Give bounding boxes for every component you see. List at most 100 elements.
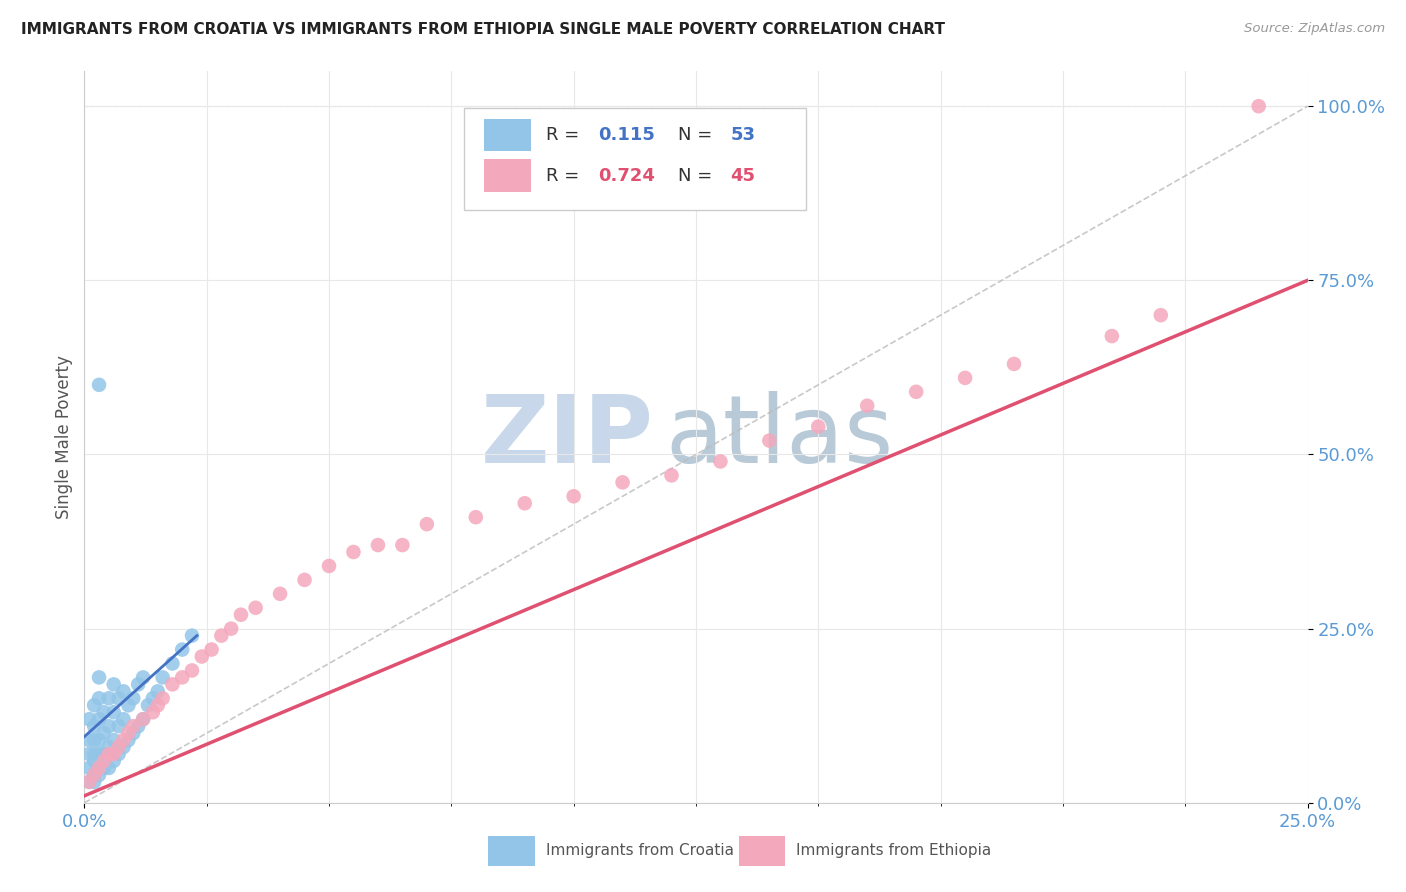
Point (1150, 308, 1173, 322)
Bar (484, 119, 531, 152)
Point (122, 719, 145, 733)
Point (152, 691, 174, 706)
Point (127, 719, 149, 733)
Point (1247, 99, 1270, 113)
Point (103, 733, 125, 747)
Point (391, 538, 413, 552)
Point (1002, 357, 1025, 371)
Point (112, 733, 135, 747)
Point (77, 712, 100, 726)
Point (87, 670, 110, 684)
Point (162, 677, 184, 691)
Point (87, 761, 110, 775)
Text: Immigrants from Croatia: Immigrants from Croatia (546, 843, 734, 858)
Text: Immigrants from Ethiopia: Immigrants from Ethiopia (796, 843, 991, 858)
Text: R =: R = (546, 126, 585, 144)
Point (83, 754, 105, 768)
Point (83, 768, 105, 782)
Point (83, 747, 105, 761)
Point (107, 691, 129, 706)
Point (77, 733, 100, 747)
Text: 45: 45 (730, 167, 755, 185)
Point (132, 670, 155, 684)
Point (146, 684, 169, 698)
Point (87, 768, 110, 782)
Text: 0.724: 0.724 (598, 167, 655, 185)
Point (97, 747, 120, 761)
Point (87, 761, 110, 775)
Point (93, 747, 115, 761)
Point (612, 475, 634, 490)
Point (191, 649, 214, 664)
Text: R =: R = (546, 167, 585, 185)
Point (117, 698, 139, 713)
Point (758, 434, 780, 448)
Bar (484, 160, 531, 193)
Point (83, 768, 105, 782)
Point (1101, 329, 1123, 343)
Point (87, 747, 110, 761)
Point (122, 726, 145, 740)
Text: IMMIGRANTS FROM CROATIA VS IMMIGRANTS FROM ETHIOPIA SINGLE MALE POVERTY CORRELAT: IMMIGRANTS FROM CROATIA VS IMMIGRANTS FR… (21, 22, 945, 37)
Text: Source: ZipAtlas.com: Source: ZipAtlas.com (1244, 22, 1385, 36)
Point (77, 775, 100, 789)
Point (146, 698, 169, 713)
Point (294, 573, 316, 587)
Point (269, 587, 291, 601)
Point (127, 677, 149, 691)
Point (77, 775, 100, 789)
Point (97, 691, 120, 706)
Point (83, 775, 105, 789)
Point (107, 719, 129, 733)
Point (83, 698, 105, 713)
Text: ZIP: ZIP (481, 391, 654, 483)
Bar (738, 836, 786, 866)
Point (342, 545, 364, 559)
Point (93, 726, 115, 740)
Point (209, 629, 232, 643)
Point (562, 489, 585, 503)
Point (93, 761, 115, 775)
Point (83, 719, 105, 733)
Point (142, 691, 165, 706)
Point (107, 747, 129, 761)
Point (219, 622, 242, 636)
Text: 53: 53 (730, 126, 755, 144)
Text: 0.115: 0.115 (598, 126, 655, 144)
Point (142, 705, 165, 719)
Point (152, 670, 174, 684)
Point (245, 600, 267, 615)
Point (103, 677, 125, 691)
Point (97, 761, 120, 775)
Point (367, 538, 389, 552)
Bar (488, 836, 534, 866)
Point (132, 712, 155, 726)
Point (87, 733, 110, 747)
Point (87, 377, 110, 392)
Point (856, 399, 879, 413)
Point (93, 705, 115, 719)
Point (117, 733, 139, 747)
Point (87, 712, 110, 726)
Y-axis label: Single Male Poverty: Single Male Poverty (55, 355, 73, 519)
Point (97, 740, 120, 755)
Point (905, 384, 928, 399)
Point (112, 684, 135, 698)
Point (132, 712, 155, 726)
Text: atlas: atlas (665, 391, 894, 483)
Point (83, 733, 105, 747)
Point (200, 642, 222, 657)
Point (77, 747, 100, 761)
Point (87, 691, 110, 706)
Point (77, 761, 100, 775)
Point (112, 740, 135, 755)
Point (122, 691, 145, 706)
Point (112, 712, 135, 726)
Point (172, 670, 194, 684)
Point (513, 496, 536, 510)
Point (93, 754, 115, 768)
Point (162, 657, 184, 671)
Point (172, 642, 194, 657)
Text: N =: N = (678, 126, 717, 144)
Point (103, 754, 125, 768)
